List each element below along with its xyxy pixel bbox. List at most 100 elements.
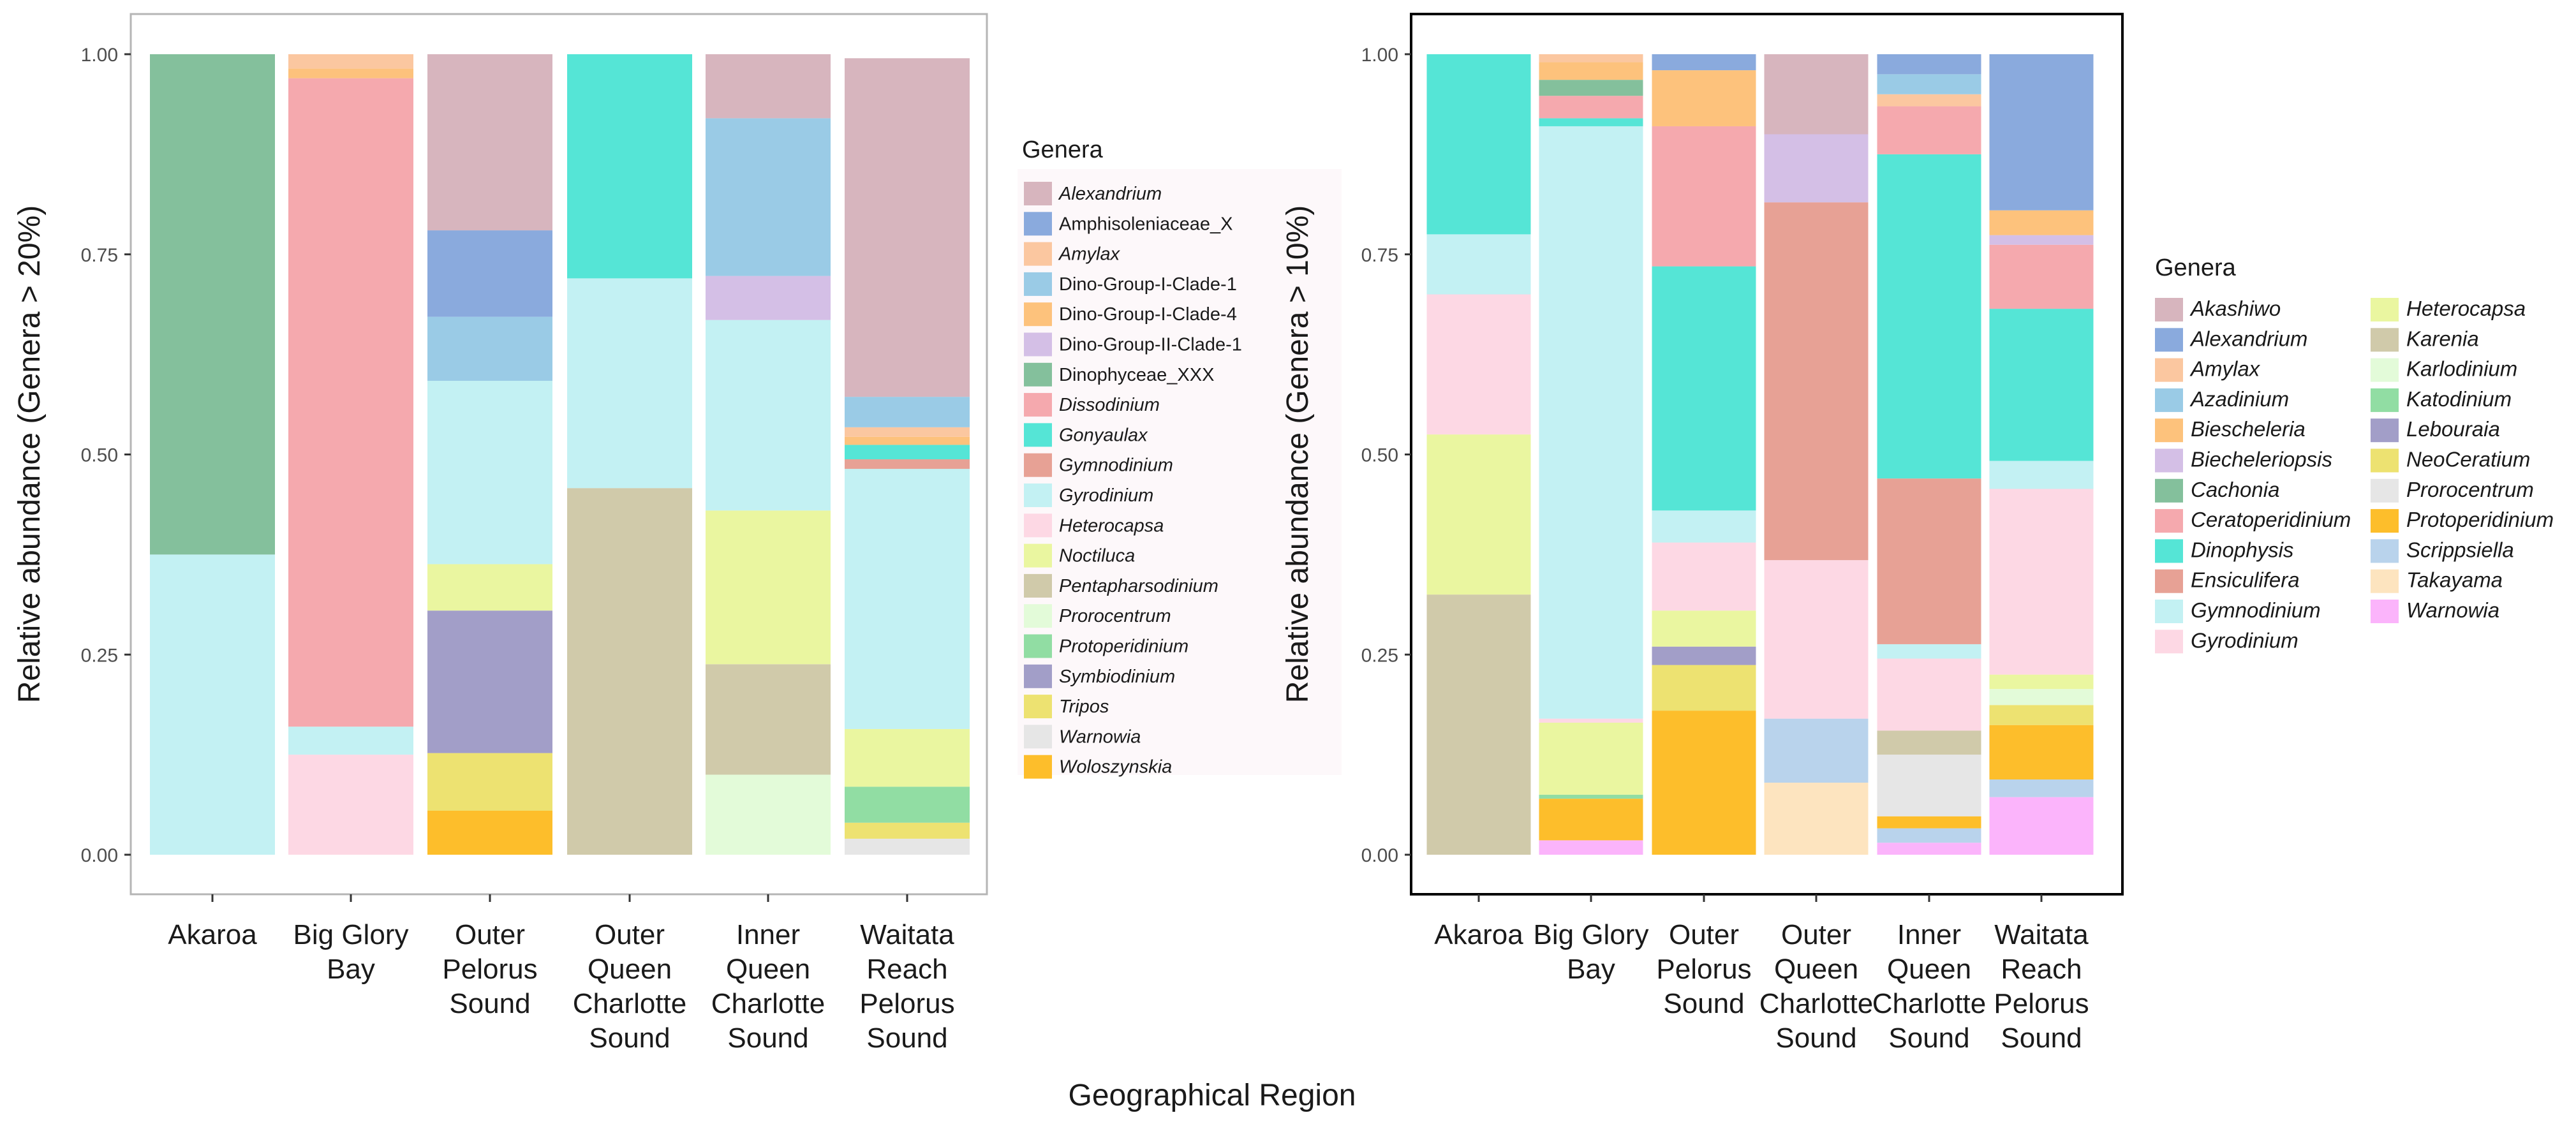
panel-b-legend-swatch [2155,630,2183,654]
panel-b-bar-segment-lebouraia [1652,646,1756,665]
panel-b-bar-segment-cachonia [1539,80,1643,96]
panel-b-legend-label: Gymnodinium [2191,598,2321,622]
panel-b-bar-segment-alexandrium [1652,54,1756,71]
panel-a-y-tick-label: 0.00 [81,845,118,866]
panel-b-legend-swatch [2155,600,2183,623]
panel-a-bar-segment-gymnodinium [845,459,970,469]
panel-b-y-tick-label: 1.00 [1361,45,1398,66]
panel-a-legend-label: Woloszynskia [1059,757,1172,778]
panel-b-bar-segment-biescheleria [1989,210,2094,235]
panel-a-bar-segment-gyrodinium [845,469,970,729]
panel-b-category-label: Outer [1781,919,1851,950]
panel-a-bar-segment-heterocapsa [288,755,413,855]
panel-b-legend-swatch [2371,448,2399,473]
panel-a-bar-segment-amylax [288,54,413,69]
panel-a-legend-swatch [1024,755,1052,779]
panel-a-bar-segment-alexandrium [845,58,970,397]
panel-a-legend-swatch [1024,272,1052,296]
panel-a-legend-label: Heterocapsa [1059,515,1164,536]
panel-b-bar-segment-biescheleria [1539,62,1643,80]
panel-a-bar-segment-alexandrium [706,54,831,119]
panel-a-legend-swatch [1024,695,1052,719]
panel-a-bar-segment-gonyaulax [845,445,970,460]
panel-b-legend-swatch [2371,358,2399,382]
panel-a-category-label: Queen [726,954,810,985]
panel-b-legend-swatch [2371,569,2399,593]
panel-b-bar-segment-gyrodinium [1539,718,1643,723]
x-axis-title: Geographical Region [1069,1079,1356,1112]
panel-a-legend-swatch [1024,332,1052,357]
panel-a-legend-label: Prorocentrum [1059,606,1171,626]
panel-b-legend-swatch [2155,358,2183,382]
panel-b-bar-segment-gymnodinium [1877,644,1981,659]
panel-a-bar-segment-dino-group-i-clade-4 [845,436,970,445]
panel-a-bar-segment-alexandrium [427,54,552,231]
panel-b-bar-segment-karlodinium [1989,689,2094,705]
panel-b-bar-segment-biescheleria [1652,70,1756,126]
panel-a-legend-label: Gymnodinium [1059,455,1173,476]
panel-a-bar-segment-pentapharsodinium [706,664,831,775]
panel-a-legend-label: Dissodinium [1059,395,1160,415]
panel-a-bar-segment-tripos [845,822,970,839]
panel-a-legend-background [1018,169,1342,775]
panel-a-category-label: Sound [727,1022,808,1054]
panel-a-legend-label: Dino-Group-I-Clade-4 [1059,304,1237,325]
panel-b-legend-title: Genera [2155,255,2237,281]
panel-a-bar-segment-warnowia [845,838,970,855]
panel-a-bar-segment-tripos [427,753,552,811]
panel-b-bar-segment-ceratoperidinium [1989,244,2094,309]
panel-a-legend-label: Alexandrium [1058,184,1162,204]
panel-a-bar-segment-gyrodinium [567,278,692,489]
panel-b-legend-swatch [2371,509,2399,533]
panel-b-category-label: Reach [2001,954,2082,985]
panel-a-category-label: Reach [866,954,947,985]
panel-b-bar-segment-gymnodinium [1989,461,2094,489]
panel-b-category-label: Queen [1774,954,1858,985]
panel-b-bar-segment-biecheleriopsis [1764,134,1869,203]
panel-a-category-label: Charlotte [711,988,825,1019]
panel-a-bar-segment-gyrodinium [706,320,831,511]
panel-b-legend-swatch [2371,328,2399,352]
panel-b-legend-label: Biescheleria [2191,417,2306,441]
panel-a-legend-label: Noctiluca [1059,546,1135,566]
panel-a-bar-segment-noctiluca [427,564,552,611]
panel-a-legend-label: Tripos [1059,697,1109,717]
panel-b-bar-segment-akashiwo [1764,54,1869,135]
panel-b-category-label: Sound [1775,1022,1856,1054]
panel-a-category-label: Sound [589,1022,670,1054]
panel-b-legend-label: Katodinium [2406,387,2512,411]
panel-b-bar-segment-dinophysis [1989,309,2094,461]
panel-a-y-tick-label: 0.25 [81,645,118,666]
panel-a-legend-title: Genera [1022,137,1104,163]
panel-a-legend-swatch [1024,242,1052,266]
panel-b-bar-segment-katodinium [1539,794,1643,799]
panel-b-bar-segment-amylax [1539,54,1643,63]
panel-a-bar-segment-pentapharsodinium [567,488,692,855]
panel-b-legend-label: Ceratoperidinium [2191,508,2351,531]
panel-a-bar-segment-protoperidinium [845,786,970,823]
panel-a-legend-swatch [1024,393,1052,417]
panel-b-y-tick-label: 0.75 [1361,245,1398,266]
panel-b-category-label: Big Glory [1534,919,1649,950]
panel-b-category-label: Sound [1663,988,1744,1019]
panel-b-legend-swatch [2155,539,2183,563]
panel-b-category-label: Sound [1888,1022,1969,1054]
panel-b-legend-label: Protoperidinium [2406,508,2554,531]
panel-b-bar-segment-gyrodinium [1989,489,2094,675]
panel-b-legend-swatch [2371,600,2399,623]
panel-b-legend-swatch [2155,509,2183,533]
panel-a-legend-swatch [1024,423,1052,447]
panel-b-legend-swatch [2371,418,2399,443]
panel-b-legend-swatch [2155,448,2183,473]
panel-b-category-label: Waitata [1994,919,2089,950]
panel-b-legend-label: Scrippsiella [2406,538,2514,561]
panel-b-legend-swatch [2155,478,2183,503]
panel-a-bar-segment-dissodinium [288,78,413,727]
panel-a-bar-segment-dino-group-i-clade-1 [845,397,970,427]
panel-a-bar-segment-dino-group-i-clade-1 [706,118,831,276]
panel-a-bar-segment-dino-group-i-clade-4 [288,68,413,78]
panel-b-bar-segment-karenia [1426,594,1531,855]
panel-a-legend-swatch [1024,302,1052,327]
panel-b-legend-swatch [2371,298,2399,321]
